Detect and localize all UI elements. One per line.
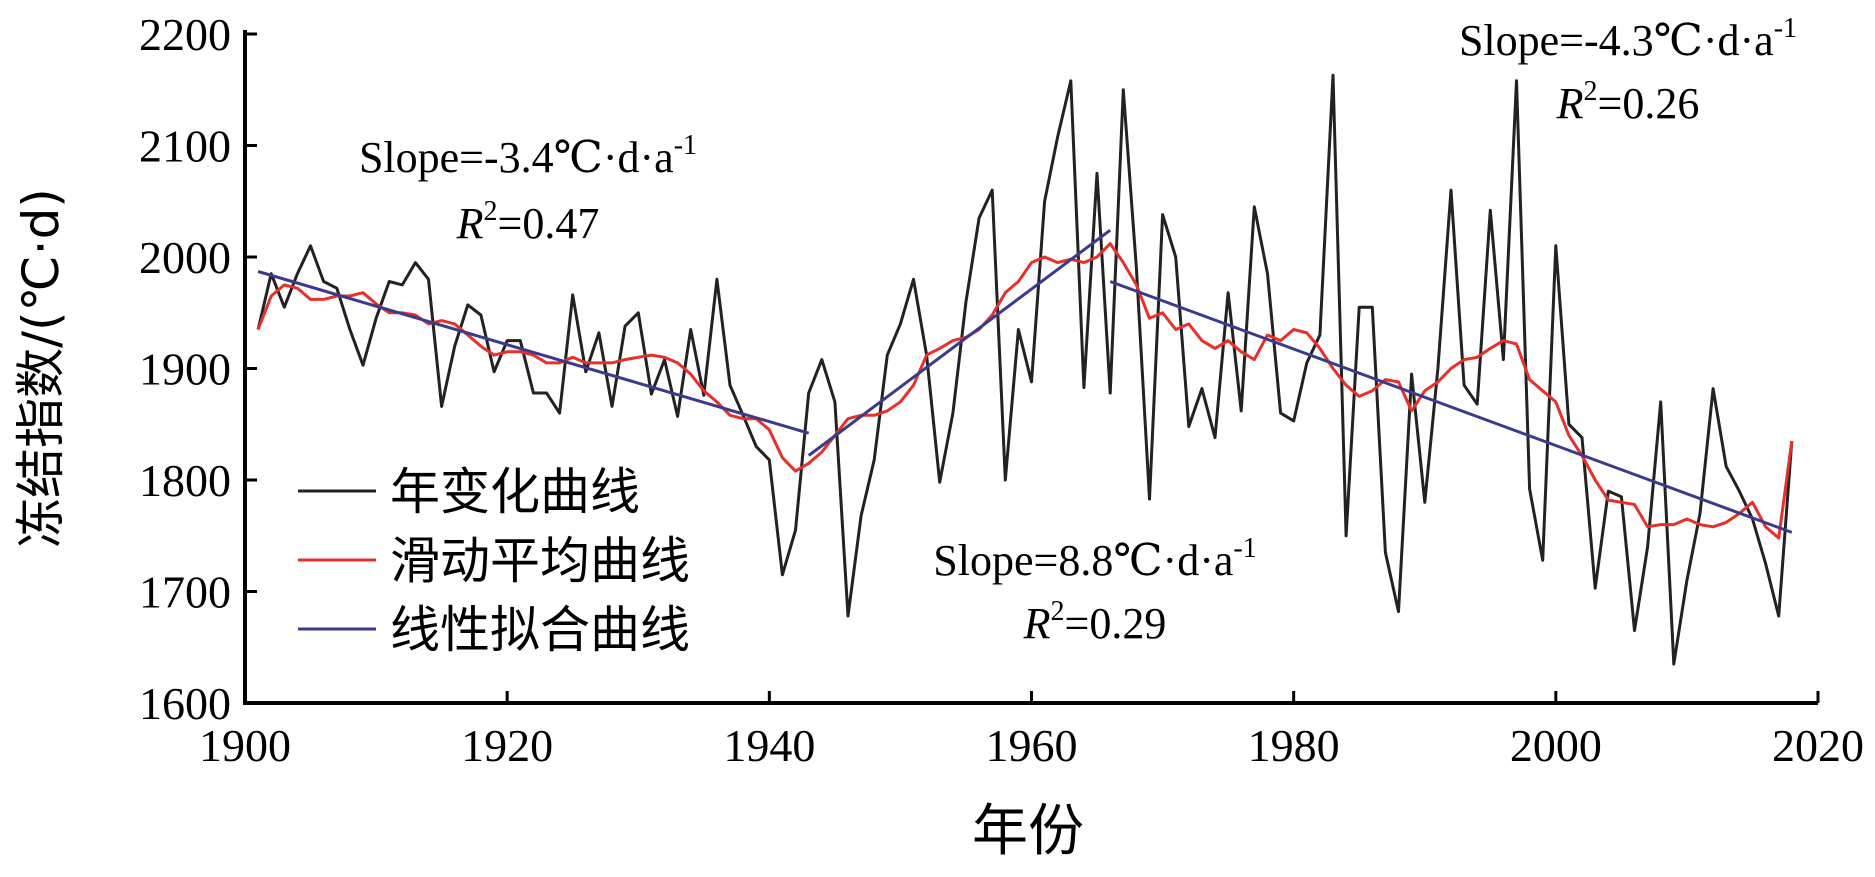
- annotation-text: =0.26: [1598, 79, 1700, 128]
- y-axis-label: 冻结指数/(℃·d): [12, 188, 70, 548]
- y-tick-label: 1600: [139, 678, 231, 729]
- y-tick-label: 1800: [139, 455, 231, 506]
- annotation-exponent: -1: [674, 130, 697, 161]
- x-tick-label: 2000: [1510, 720, 1602, 771]
- annotation-exponent: -1: [1774, 13, 1797, 44]
- annotation-r2: R2=0.26: [1556, 76, 1700, 128]
- y-tick-label: 1900: [139, 344, 231, 395]
- annotation-text: =0.47: [498, 199, 600, 248]
- annotation-exponent: -1: [1233, 533, 1256, 564]
- annotation-text: R: [1023, 599, 1051, 648]
- y-tick-label: 2100: [139, 121, 231, 172]
- x-axis-label: 年份: [972, 799, 1084, 864]
- x-tick-label: 1900: [199, 720, 291, 771]
- annotation-r2: R2=0.29: [1023, 596, 1167, 648]
- series-line: [256, 242, 1794, 540]
- series-line: [256, 73, 1794, 666]
- fit-line: [1109, 280, 1793, 534]
- annotation-r2: R2=0.47: [456, 196, 600, 248]
- fit-line: [257, 270, 810, 435]
- legend-label: 线性拟合曲线: [390, 601, 690, 659]
- y-tick-label: 2000: [139, 232, 231, 283]
- annotation-exponent: 2: [1051, 596, 1065, 627]
- legend-label: 年变化曲线: [390, 463, 640, 521]
- y-tick-label: 1700: [139, 567, 231, 618]
- y-tick-label: 2200: [139, 9, 231, 60]
- x-tick-label: 1920: [461, 720, 553, 771]
- annotation-slope: Slope=8.8℃·d·a-1: [933, 533, 1256, 585]
- annotation-text: Slope=8.8℃·d·a: [933, 536, 1233, 585]
- annotation-exponent: 2: [1584, 76, 1598, 107]
- fit-line: [807, 228, 1112, 457]
- x-tick-label: 2020: [1772, 720, 1864, 771]
- annotation-text: =0.29: [1065, 599, 1167, 648]
- annotation-exponent: 2: [484, 196, 498, 227]
- annotation-text: R: [1556, 79, 1584, 128]
- annotation-text: Slope=-3.4℃·d·a: [359, 133, 674, 182]
- annotation-slope: Slope=-3.4℃·d·a-1: [359, 130, 697, 182]
- x-tick-label: 1960: [986, 720, 1078, 771]
- legend-label: 滑动平均曲线: [390, 532, 690, 590]
- x-tick-label: 1940: [723, 720, 815, 771]
- x-tick-label: 1980: [1248, 720, 1340, 771]
- annotation-text: Slope=-4.3℃·d·a: [1459, 16, 1774, 65]
- annotation-slope: Slope=-4.3℃·d·a-1: [1459, 13, 1797, 65]
- annotation-text: R: [456, 199, 484, 248]
